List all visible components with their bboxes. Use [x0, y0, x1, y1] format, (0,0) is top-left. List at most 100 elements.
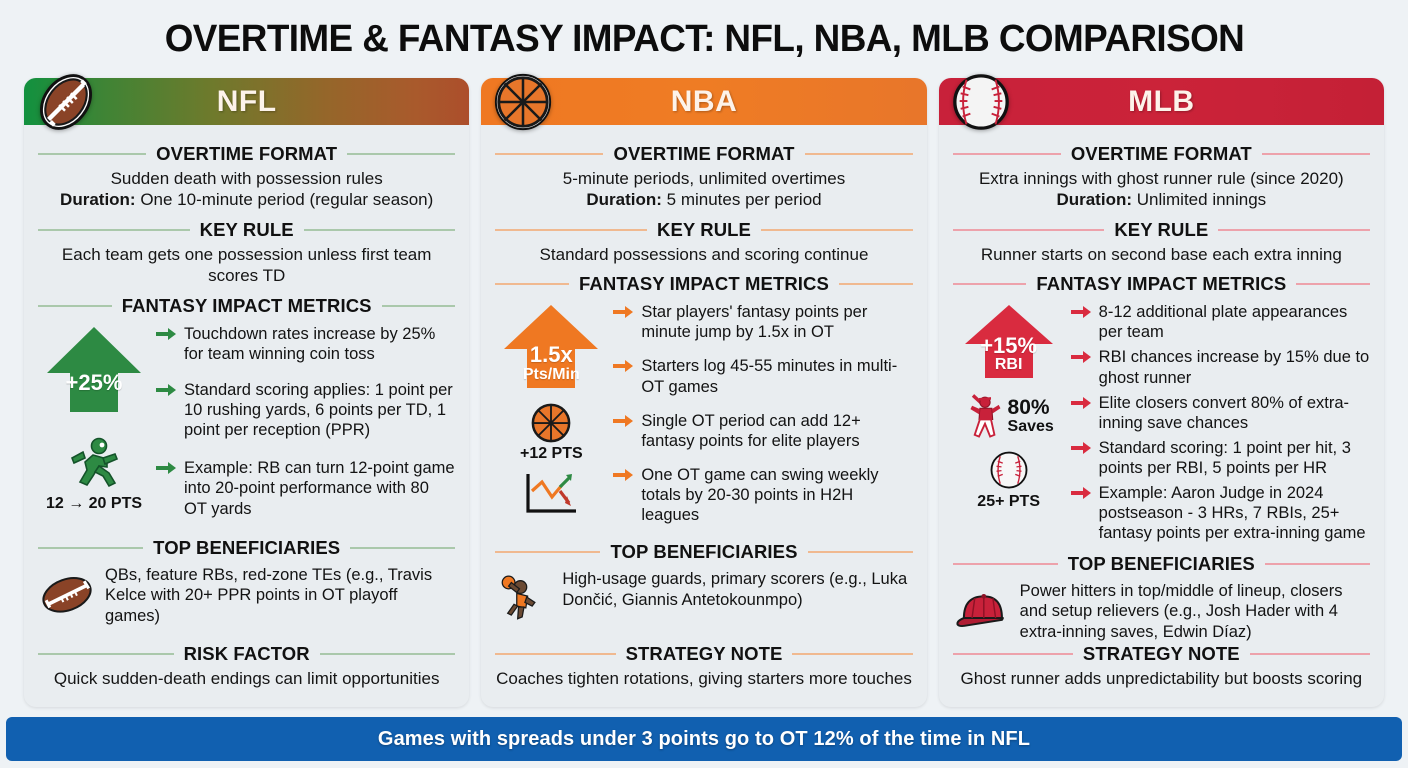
section-label: RISK FACTOR [183, 642, 310, 664]
arrow-right-icon [1070, 351, 1091, 364]
metric-item: Star players' fantasy points per minute … [613, 302, 912, 342]
divider-line-left [495, 551, 601, 554]
metric-item: Elite closers convert 80% of extra-innin… [1070, 393, 1370, 433]
metric-text: Example: RB can turn 12-point game into … [184, 459, 455, 518]
metric-text: Star players' fantasy points per minute … [641, 303, 868, 342]
overtime-format-line1-nba: 5-minute periods, unlimited overtimes [562, 169, 846, 188]
section-head-key-rule-nba: KEY RULE [495, 219, 913, 241]
section-label: FANTASY IMPACT METRICS [121, 294, 372, 316]
metric-text: RBI chances increase by 15% due to ghost… [1098, 348, 1370, 387]
divider-line-left [38, 153, 147, 155]
up-arrow-icon [47, 326, 141, 412]
basketball-icon [531, 403, 571, 443]
basketball-icon [495, 73, 552, 130]
key-rule-text-nfl: Each team gets one possession unless fir… [61, 244, 432, 286]
divider-line-left [952, 228, 1105, 231]
section-head-strategy-note-mlb: STRATEGY NOTE [952, 643, 1370, 665]
divider-line-right [761, 228, 913, 231]
metric-item: Example: RB can turn 12-point game into … [156, 458, 455, 518]
metric-text: Starters log 45-55 minutes in multi-OT g… [641, 357, 898, 396]
metrics-text-list-mlb: 8-12 additional plate appearances per te… [1070, 302, 1370, 548]
section-label: OVERTIME FORMAT [156, 143, 338, 164]
divider-line-left [495, 652, 616, 655]
card-body-nba: OVERTIME FORMAT 5-minute periods, unlimi… [481, 125, 926, 707]
card-header-nba: NBA [481, 73, 927, 130]
section-head-fantasy-impact-mlb: FANTASY IMPACT METRICS [952, 273, 1370, 295]
metric-item: Example: Aaron Judge in 2024 postseason … [1070, 483, 1370, 543]
card-body-nfl: OVERTIME FORMAT Sudden death with posses… [24, 125, 469, 707]
metric-item: 8-12 additional plate appearances per te… [1070, 302, 1370, 342]
beneficiaries-nfl: QBs, feature RBs, red-zone TEs (e.g., Tr… [38, 564, 455, 627]
divider-line-left [952, 283, 1027, 286]
section-head-fantasy-impact-nba: FANTASY IMPACT METRICS [495, 273, 913, 295]
arrow-right-icon [613, 468, 634, 481]
risk-factor-text-nfl: Quick sudden-death endings can limit opp… [53, 668, 440, 688]
overtime-format-line1-mlb: Extra innings with ghost runner rule (si… [978, 169, 1344, 188]
divider-line-left [495, 228, 647, 231]
section-label: KEY RULE [1114, 218, 1209, 240]
league-card-nfl: NFL OVERTIME FORMAT Sudden death with po… [24, 73, 470, 707]
beneficiaries-text-nba: High-usage guards, primary scorers (e.g.… [562, 570, 908, 609]
section-head-strategy-note-nba: STRATEGY NOTE [495, 643, 913, 665]
stat-icon-caption-nfl: 12 → 20 PTS [45, 494, 143, 512]
slam-dunk-icon [501, 575, 537, 621]
divider-line-right [319, 652, 456, 655]
section-label: FANTASY IMPACT METRICS [1036, 273, 1287, 295]
saves-pct: 80% [1007, 395, 1050, 419]
strategy-note-text-mlb: Ghost runner adds unpredictability but b… [960, 668, 1363, 688]
arrow-right-icon [1070, 306, 1091, 319]
baseball-icon [990, 451, 1028, 489]
up-arrow-icon [504, 305, 599, 389]
stat-icon-caption-nba: +12 PTS [519, 445, 583, 463]
divider-line-left [952, 652, 1073, 655]
stat-icon-caption-mlb: 80% Saves [1008, 397, 1054, 436]
league-card-nba: NBA OVERTIME FORMAT 5-minute periods, un… [481, 73, 927, 707]
metric-text: Standard scoring applies: 1 point per 10… [184, 380, 453, 440]
metric-item: One OT game can swing weekly totals by 2… [613, 465, 912, 525]
divider-line-right [792, 652, 913, 655]
metric-text: 8-12 additional plate appearances per te… [1098, 303, 1348, 342]
duration-label: Duration: [1056, 190, 1132, 210]
divider-line-right [1218, 228, 1370, 231]
overtime-duration-mlb: Duration: Unlimited innings [953, 189, 1370, 210]
league-name-nfl: NFL [216, 84, 277, 118]
key-rule-text-mlb: Runner starts on second base each extra … [980, 244, 1342, 264]
page-title: OVERTIME & FANTASY IMPACT: NFL, NBA, MLB… [164, 17, 1244, 60]
divider-line-left [38, 304, 112, 307]
metric-text: Standard scoring: 1 point per hit, 3 poi… [1098, 438, 1351, 478]
running-player-icon [70, 437, 119, 487]
stat-arrow-nfl: +25% [42, 324, 146, 420]
metrics-text-list-nfl: Touchdown rates increase by 25% for team… [156, 324, 455, 527]
metrics-icon-column-nba: 1.5x Pts/Min +12 PTS [495, 302, 607, 533]
divider-line-right [807, 551, 913, 554]
baseball-icon [952, 73, 1009, 130]
divider-line-left [38, 546, 144, 549]
overtime-format-line1-nfl: Sudden death with possession rules [110, 169, 383, 188]
saves-label: Saves [1007, 417, 1054, 435]
card-header-nfl: NFL [24, 73, 470, 130]
arrow-right-icon [613, 360, 634, 373]
divider-line-left [952, 153, 1061, 155]
football-icon [42, 576, 92, 613]
arrow-right-icon [156, 383, 176, 396]
section-head-top-beneficiaries-mlb: TOP BENEFICIARIES [952, 552, 1370, 575]
footer-text: Games with spreads under 3 points go to … [377, 727, 1031, 750]
divider-line-left [38, 228, 190, 231]
metric-item: Single OT period can add 12+ fantasy poi… [613, 411, 912, 451]
overtime-duration-nba: Duration: 5 minutes per period [495, 189, 912, 210]
metric-text: Touchdown rates increase by 25% for team… [184, 324, 436, 363]
metric-item: Standard scoring applies: 1 point per 10… [156, 380, 455, 440]
divider-line-right [838, 283, 913, 286]
section-head-overtime-format-mlb: OVERTIME FORMAT [952, 143, 1370, 165]
stat-icon2-block-nba [522, 471, 580, 517]
fantasy-metrics-nba: 1.5x Pts/Min +12 PTS [495, 302, 912, 533]
divider-line-right [1261, 153, 1370, 155]
section-label: TOP BENEFICIARIES [1067, 552, 1255, 574]
metric-text: Example: Aaron Judge in 2024 postseason … [1098, 484, 1366, 543]
duration-label: Duration: [586, 190, 662, 210]
divider-line-right [350, 546, 456, 549]
section-head-top-beneficiaries-nfl: TOP BENEFICIARIES [38, 537, 456, 559]
metric-item: Standard scoring: 1 point per hit, 3 poi… [1070, 438, 1370, 478]
arrow-right-icon [613, 306, 634, 319]
